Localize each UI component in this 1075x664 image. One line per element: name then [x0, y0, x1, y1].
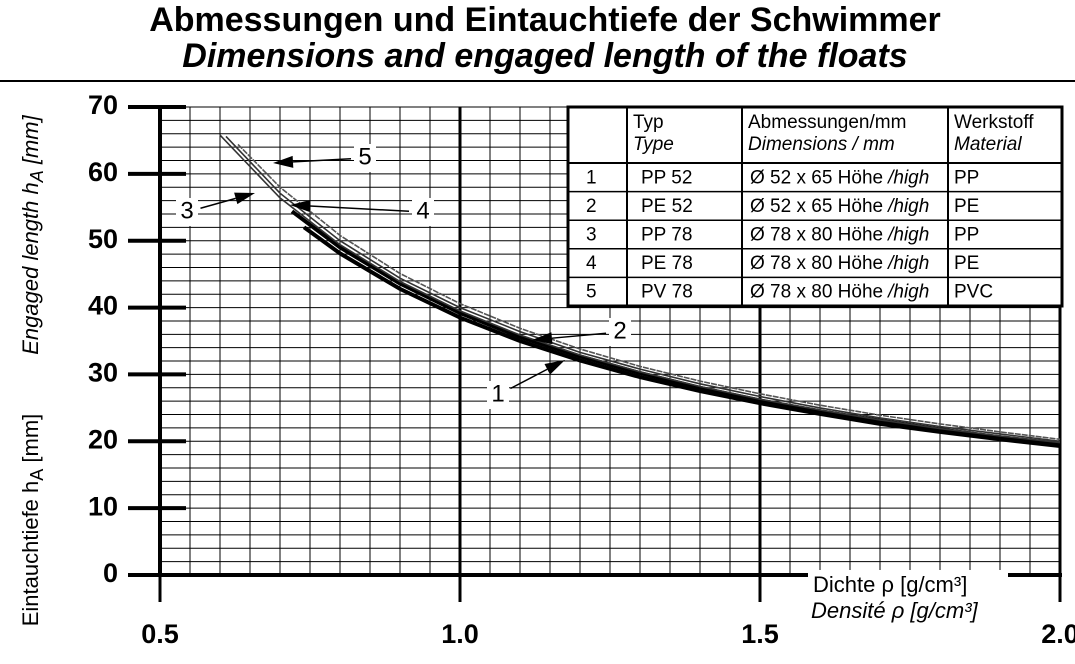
annotation-arrowhead [273, 155, 294, 168]
annotation-label: 3 [180, 197, 193, 224]
table-header: Dimensions / mm [748, 134, 895, 155]
annotation-arrowhead [234, 192, 255, 205]
table-cell: PE 52 [641, 196, 693, 217]
y-axis-label-part: Engaged length h [18, 182, 43, 355]
x-tick-label: 2.0 [1041, 619, 1075, 649]
y-axis-label: Eintauchtiefe hA [mm] [18, 414, 47, 627]
chart-title: Abmessungen und Eintauchtiefe der Schwim… [149, 1, 941, 39]
y-axis-label-part: Eintauchtiefe h [18, 481, 43, 627]
table-cell: 5 [586, 282, 597, 303]
chart-subtitle: Dimensions and engaged length of the flo… [182, 37, 907, 75]
table-cell: PE 78 [641, 253, 693, 274]
annotation-label: 1 [491, 380, 504, 407]
annotation-arrowhead [544, 360, 565, 375]
series-line [302, 225, 1061, 448]
x-axis-label: Dichte ρ [g/cm³] [813, 572, 967, 597]
table-cell-part: Ø 78 x 80 Höhe [750, 225, 883, 246]
annotation-bg [176, 198, 198, 226]
y-tick-label: 60 [88, 157, 118, 187]
table-cell: Ø 52 x 65 Höhe/high [750, 196, 929, 217]
table-cell: PP [954, 167, 979, 188]
annotation-arrow [200, 197, 236, 209]
series-line [225, 135, 1061, 443]
x-axis-label: Densité ρ [g/cm³] [811, 598, 979, 623]
annotation-label: 4 [416, 197, 429, 224]
y-tick-label: 50 [88, 224, 118, 254]
table-header: Material [954, 134, 1022, 155]
x-tick-label: 0.5 [141, 619, 179, 649]
table-cell-part: Ø 78 x 80 Höhe [750, 253, 883, 274]
table-header: Abmessungen/mm [748, 112, 906, 133]
x-tick-label: 1.0 [441, 619, 479, 649]
y-tick-label: 10 [88, 491, 118, 521]
table-bg [566, 105, 1064, 308]
overlay: Dichte ρ [g/cm³]Densité ρ [g/cm³] Eintauc… [18, 105, 1064, 628]
y-tick-label: 70 [88, 90, 118, 120]
annotation-bg [412, 198, 434, 226]
annotation-bg [354, 144, 376, 172]
table-cell: Ø 78 x 80 Höhe/high [750, 225, 929, 246]
table-cell-part: Ø 78 x 80 Höhe [750, 282, 883, 303]
series-line [219, 134, 1061, 444]
table-cell: Ø 78 x 80 Höhe/high [750, 282, 929, 303]
y-axis-label-part: [mm] [18, 414, 43, 469]
table-cell: PVC [954, 282, 993, 303]
y-axis-label-part: [mm] [18, 114, 43, 170]
x-tick-label: 1.5 [741, 619, 779, 649]
table-cell: PP 78 [641, 225, 692, 246]
table-cell: 3 [586, 225, 597, 246]
y-axis-label: Engaged length hA [mm] [18, 114, 47, 354]
annotation-label: 5 [358, 143, 371, 170]
table-cell-part: /high [886, 196, 929, 217]
plot [219, 134, 1061, 448]
table-cell-part: /high [886, 253, 929, 274]
annotation-bg [609, 318, 631, 346]
y-tick-label: 20 [88, 424, 118, 454]
annotation-arrowhead [532, 332, 553, 345]
table-cell: 4 [586, 253, 597, 274]
table-cell-part: /high [886, 167, 929, 188]
table-cell: PP [954, 225, 979, 246]
table-cell: Ø 78 x 80 Höhe/high [750, 253, 929, 274]
table-cell-part: /high [886, 282, 929, 303]
table-cell: PP 52 [641, 167, 692, 188]
table-header: Werkstoff [954, 112, 1034, 133]
annotation-arrow [510, 368, 548, 390]
xlabel-bg [808, 570, 1008, 628]
grid: 0 10 20 30 40 50 60 70 0.5 1.0 1.5 2.0 [88, 90, 1075, 649]
y-axis-label-sub: A [27, 469, 47, 481]
annotation-arrowhead [290, 200, 311, 213]
table-header: Type [633, 134, 674, 155]
table-header: Typ [633, 112, 664, 133]
table-cell: Ø 52 x 65 Höhe/high [750, 167, 929, 188]
annotation-label: 2 [613, 317, 626, 344]
table-cell-part: Ø 52 x 65 Höhe [750, 196, 883, 217]
table-cell: PE [954, 253, 979, 274]
y-tick-label: 0 [103, 558, 118, 588]
annotation-bg [487, 381, 509, 409]
table-cell-part: /high [886, 225, 929, 246]
table-cell: 1 [586, 167, 597, 188]
series-line [237, 143, 1061, 441]
y-tick-label: 30 [88, 358, 118, 388]
annotation-arrow [551, 332, 607, 339]
table-cell: PV 78 [641, 282, 693, 303]
table-cell-part: Ø 52 x 65 Höhe [750, 167, 883, 188]
y-axis-label-sub: A [27, 170, 47, 183]
y-tick-label: 40 [88, 291, 118, 321]
table-cell: 2 [586, 196, 597, 217]
annotation-arrow [292, 158, 352, 163]
table-cell: PE [954, 196, 979, 217]
annotation-arrow [309, 205, 410, 213]
